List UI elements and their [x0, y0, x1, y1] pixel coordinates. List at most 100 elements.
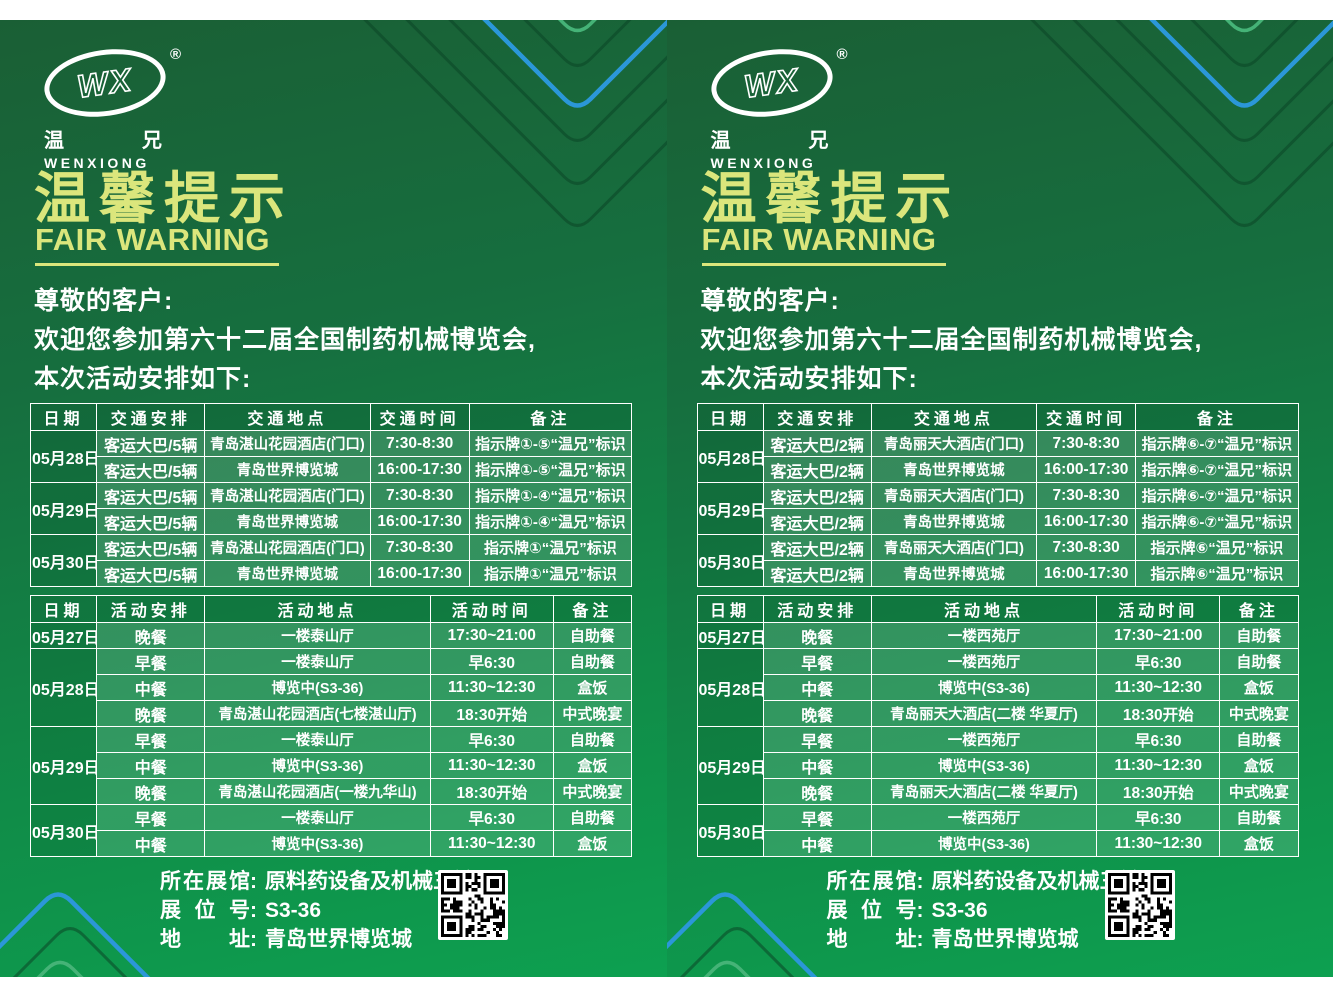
intro-text: 尊敬的客户: 欢迎您参加第六十二届全国制药机械博览会, 本次活动安排如下: — [701, 282, 1203, 399]
time-cell: 早6:30 — [429, 648, 554, 675]
date-cell: 05月28日 — [696, 648, 764, 727]
column-header: 日期 — [29, 595, 98, 623]
time-cell: 18:30开始 — [429, 700, 554, 727]
poster-left: WX ® 温兄 WENXIONG 温馨提示 FAIR WARNING 尊敬的客户… — [0, 20, 667, 977]
column-header: 活动地点 — [204, 595, 431, 623]
column-header: 活动安排 — [762, 595, 872, 623]
location-cell: 青岛世界博览城 — [870, 560, 1038, 587]
location-cell: 青岛世界博览城 — [204, 456, 371, 483]
page-subtitle: FAIR WARNING — [35, 222, 271, 257]
location-cell: 青岛丽天大酒店(门口) — [870, 482, 1038, 509]
meal-cell: 中餐 — [96, 752, 206, 779]
transport-table: 日期 交通安排 交通地点 交通时间 备注 05月28日 客运大巴/5辆 青岛湛山花园酒店(门口… — [29, 403, 633, 587]
column-header: 交通安排 — [96, 403, 206, 431]
note-cell: 中式晚宴 — [552, 700, 633, 727]
meal-cell: 晚餐 — [96, 622, 206, 649]
time-cell: 18:30开始 — [1096, 778, 1221, 805]
page-title: 温馨提示 — [700, 167, 961, 230]
location-cell: 青岛湛山花园酒店(一楼九华山) — [204, 778, 431, 805]
transport-table: 日期 交通安排 交通地点 交通时间 备注 05月28日 客运大巴/2辆 青岛丽天大酒店(门口)… — [696, 403, 1299, 587]
location-cell: 青岛世界博览城 — [204, 508, 371, 535]
date-cell: 05月30日 — [29, 534, 98, 587]
time-cell: 11:30~12:30 — [429, 752, 554, 779]
note-cell: 中式晚宴 — [1219, 778, 1299, 805]
note-cell: 指示牌⑥“温兄”标识 — [1135, 560, 1299, 587]
arrangement-cell: 客运大巴/5辆 — [96, 430, 206, 457]
intro-text: 尊敬的客户: 欢迎您参加第六十二届全国制药机械博览会, 本次活动安排如下: — [34, 282, 536, 399]
location-cell: 青岛湛山花园酒店(门口) — [204, 534, 371, 561]
footer-colon: : — [250, 928, 257, 951]
brand-name-english: WENXIONG — [44, 155, 150, 171]
date-cell: 05月29日 — [696, 726, 764, 805]
time-cell: 16:00-17:30 — [369, 456, 470, 483]
note-cell: 指示牌⑥“温兄”标识 — [1135, 534, 1299, 561]
column-header: 备注 — [1135, 403, 1299, 431]
time-cell: 11:30~12:30 — [429, 830, 554, 857]
location-cell: 青岛世界博览城 — [870, 456, 1038, 483]
activity-table: 日期 活动安排 活动地点 活动时间 备注 05月27日 晚餐 一楼西苑厅 17:30~21:00… — [696, 595, 1299, 857]
footer-colon: : — [916, 899, 924, 922]
arrangement-cell: 客运大巴/5辆 — [96, 456, 206, 483]
note-cell: 指示牌⑥-⑦“温兄”标识 — [1135, 430, 1299, 457]
note-cell: 指示牌①“温兄”标识 — [468, 534, 633, 561]
column-header: 日期 — [29, 403, 98, 431]
date-cell: 05月27日 — [696, 622, 764, 649]
meal-cell: 早餐 — [96, 648, 206, 675]
wx-oval-icon: WX — [40, 41, 170, 125]
location-cell: 青岛湛山花园酒店(七楼湛山厅) — [204, 700, 431, 727]
note-cell: 指示牌⑥-⑦“温兄”标识 — [1135, 456, 1299, 483]
qr-code — [1104, 870, 1175, 940]
location-cell: 青岛丽天大酒店(二楼 华夏厅) — [870, 778, 1098, 805]
time-cell: 早6:30 — [1096, 804, 1221, 831]
footer-value: S3-36 — [931, 899, 988, 922]
footer-colon: : — [916, 928, 924, 951]
brand-name-english: WENXIONG — [710, 155, 817, 171]
time-cell: 16:00-17:30 — [369, 560, 470, 587]
column-header: 活动时间 — [429, 595, 554, 623]
meal-cell: 中餐 — [762, 752, 872, 779]
time-cell: 早6:30 — [429, 804, 554, 831]
note-cell: 盒饭 — [552, 674, 633, 701]
registered-trademark-icon: ® — [836, 46, 848, 63]
note-cell: 自助餐 — [552, 622, 633, 649]
date-cell: 05月30日 — [696, 804, 764, 857]
footer-value: 青岛世界博览城 — [265, 928, 412, 951]
location-cell: 青岛丽天大酒店(门口) — [870, 534, 1038, 561]
arrangement-cell: 客运大巴/2辆 — [762, 456, 872, 483]
note-cell: 指示牌①-⑤“温兄”标识 — [468, 456, 633, 483]
footer-colon: : — [250, 870, 257, 893]
time-cell: 11:30~12:30 — [429, 674, 554, 701]
time-cell: 16:00-17:30 — [1036, 456, 1137, 483]
page-title: 温馨提示 — [34, 167, 294, 230]
meal-cell: 晚餐 — [762, 700, 872, 727]
greeting-line: 尊敬的客户: — [700, 287, 840, 315]
footer: 所在展馆: 原料药设备及机械三馆 展位号: S3-36 地址: 青岛世界博览城 — [827, 865, 1142, 952]
note-cell: 指示牌⑥-⑦“温兄”标识 — [1135, 508, 1299, 535]
meal-cell: 中餐 — [762, 830, 872, 857]
date-cell: 05月29日 — [29, 482, 98, 535]
note-cell: 指示牌①-⑤“温兄”标识 — [468, 430, 633, 457]
date-cell: 05月28日 — [29, 430, 98, 483]
date-cell: 05月28日 — [29, 648, 98, 727]
column-header: 日期 — [696, 595, 764, 623]
time-cell: 7:30-8:30 — [1036, 534, 1137, 561]
arrangement-cell: 客运大巴/2辆 — [762, 482, 872, 509]
meal-cell: 中餐 — [762, 674, 872, 701]
footer-label: 展位号 — [160, 899, 250, 922]
date-cell: 05月27日 — [29, 622, 98, 649]
date-cell: 05月30日 — [29, 804, 98, 857]
meal-cell: 早餐 — [762, 804, 872, 831]
meal-cell: 晚餐 — [96, 700, 206, 727]
column-header: 日期 — [696, 403, 764, 431]
brand-logo: WX ® 温兄 WENXIONG — [706, 41, 848, 171]
footer-label: 展位号 — [826, 899, 917, 922]
location-cell: 博览中(S3-36) — [870, 674, 1098, 701]
column-header: 活动时间 — [1096, 595, 1221, 623]
date-cell: 05月29日 — [29, 726, 98, 805]
note-cell: 自助餐 — [1219, 622, 1299, 649]
note-cell: 自助餐 — [552, 804, 633, 831]
note-cell: 指示牌①-④“温兄”标识 — [468, 482, 633, 509]
location-cell: 青岛世界博览城 — [870, 508, 1038, 535]
wx-mark: WX — [741, 60, 803, 105]
note-cell: 自助餐 — [1219, 804, 1299, 831]
